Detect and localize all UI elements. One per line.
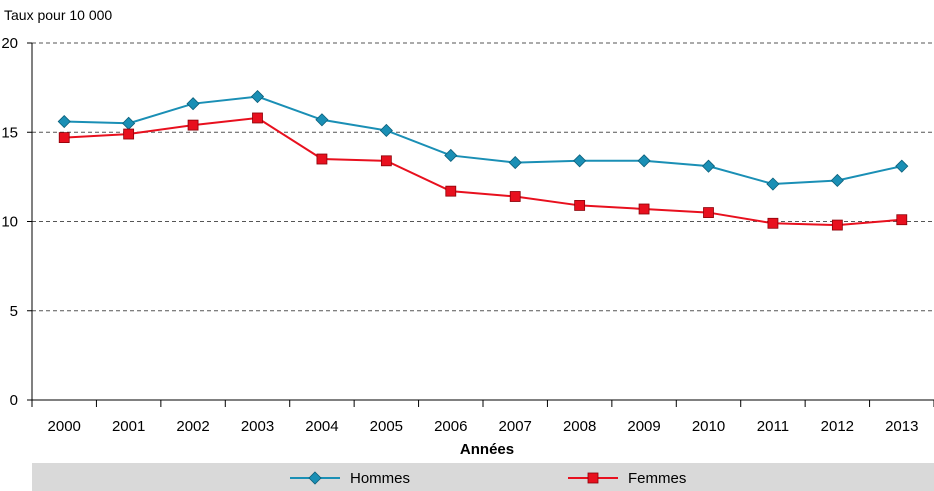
x-tick-label: 2013 xyxy=(885,418,918,435)
legend-label: Femmes xyxy=(628,470,686,487)
x-tick-label: 2006 xyxy=(434,418,467,435)
series-layer xyxy=(57,89,909,231)
x-tick-label: 2007 xyxy=(499,418,532,435)
legend-item-hommes: Hommes xyxy=(290,470,410,487)
x-tick-label: 2010 xyxy=(692,418,725,435)
series-femmes xyxy=(58,112,908,231)
data-point-square xyxy=(574,200,586,211)
data-point-diamond xyxy=(895,159,909,173)
y-tick-label: 15 xyxy=(1,124,18,141)
data-point-diamond xyxy=(315,113,329,127)
x-tick-label: 2005 xyxy=(370,418,403,435)
data-point-square xyxy=(638,203,650,215)
data-point-diamond xyxy=(186,97,200,111)
data-point-square xyxy=(380,155,392,167)
data-point-diamond xyxy=(57,114,71,129)
y-axis-title: Taux pour 10 000 xyxy=(4,7,112,23)
data-point-square xyxy=(896,214,908,226)
data-point-square xyxy=(831,219,843,231)
data-point-square xyxy=(58,132,70,144)
data-point-square xyxy=(767,217,779,229)
x-tick-label: 2011 xyxy=(757,418,789,435)
series-line xyxy=(64,116,902,227)
data-point-diamond xyxy=(701,159,716,173)
data-point-diamond xyxy=(573,154,587,168)
x-tick-label: 2008 xyxy=(563,418,596,435)
data-point-diamond xyxy=(508,156,522,170)
data-point-square xyxy=(187,119,199,131)
legend-item-femmes: Femmes xyxy=(568,470,686,487)
data-point-diamond xyxy=(444,148,458,163)
x-tick-label: 2004 xyxy=(305,418,338,435)
data-point-square xyxy=(703,207,714,218)
data-point-square xyxy=(587,472,599,484)
x-tick-label: 2001 xyxy=(112,418,145,435)
y-tick-label: 20 xyxy=(1,35,18,52)
series-hommes xyxy=(57,89,909,191)
x-tick-label: 2003 xyxy=(241,418,274,435)
y-tick-label: 10 xyxy=(1,214,18,231)
legend-label: Hommes xyxy=(350,470,410,487)
x-tick-label: 2009 xyxy=(627,418,660,435)
x-tick-label: 2012 xyxy=(821,418,854,435)
x-tick-label: 2002 xyxy=(176,418,209,435)
data-point-diamond xyxy=(122,116,136,130)
data-point-diamond xyxy=(250,89,265,104)
data-point-square xyxy=(445,185,457,197)
x-axis: 2000 2001 2002 2003 2004 2005 2006 2007 2008 2009… xyxy=(31,400,934,435)
series-line xyxy=(64,95,903,186)
grid xyxy=(32,42,934,312)
data-point-diamond xyxy=(308,471,322,485)
data-point-square xyxy=(252,112,263,124)
y-axis: 0 5 10 15 20 xyxy=(1,35,32,409)
data-point-square xyxy=(509,191,521,202)
legend: Hommes Femmes xyxy=(32,463,934,491)
data-point-diamond xyxy=(379,123,393,138)
data-point-diamond xyxy=(830,173,844,188)
y-tick-label: 0 xyxy=(10,392,18,409)
data-point-square xyxy=(123,128,135,140)
data-point-diamond xyxy=(766,177,780,191)
data-point-square xyxy=(316,153,328,165)
y-tick-label: 5 xyxy=(10,303,18,320)
x-tick-label: 2000 xyxy=(48,418,81,435)
data-point-diamond xyxy=(637,154,651,168)
legend-background xyxy=(32,463,934,491)
x-axis-title: Années xyxy=(460,441,514,458)
